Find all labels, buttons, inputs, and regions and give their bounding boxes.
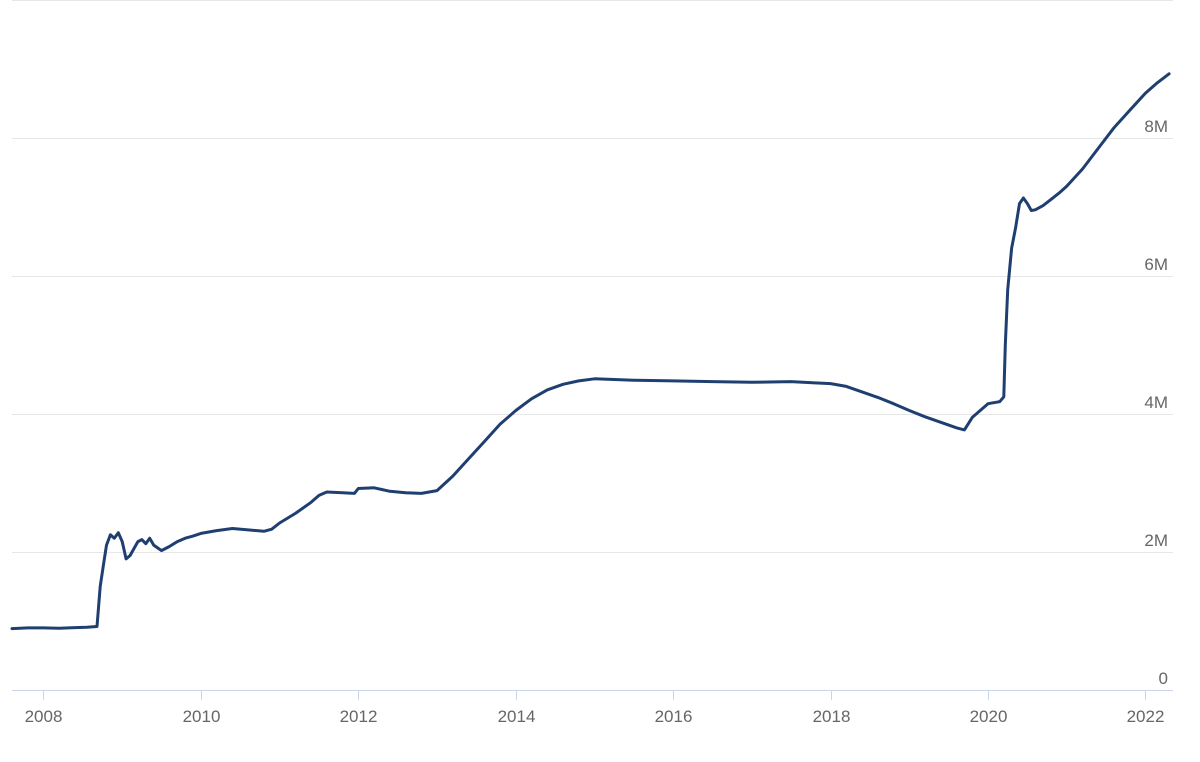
- y-tick-label: 2M: [1144, 531, 1168, 550]
- y-tick-label: 0: [1159, 669, 1168, 688]
- series-layer: [10, 72, 1171, 631]
- x-tick-label: 2022: [1127, 707, 1165, 726]
- x-axis: 2008 2010 2012 2014 2016 2018 2020 2022: [12, 690, 1173, 726]
- x-tick-label: 2016: [655, 707, 693, 726]
- y-tick-label: 4M: [1144, 393, 1168, 412]
- y-tick-label: 6M: [1144, 255, 1168, 274]
- x-tick-label: 2008: [25, 707, 63, 726]
- x-tick-label: 2012: [340, 707, 378, 726]
- x-tick-label: 2014: [498, 707, 536, 726]
- grid-lines: [12, 0, 1173, 553]
- series-line[interactable]: [10, 72, 1171, 631]
- x-tick-label: 2018: [813, 707, 851, 726]
- x-tick-label: 2020: [970, 707, 1008, 726]
- y-axis-labels: 0 2M 4M 6M 8M: [1144, 117, 1168, 688]
- x-tick-label: 2010: [183, 707, 221, 726]
- y-tick-label: 8M: [1144, 117, 1168, 136]
